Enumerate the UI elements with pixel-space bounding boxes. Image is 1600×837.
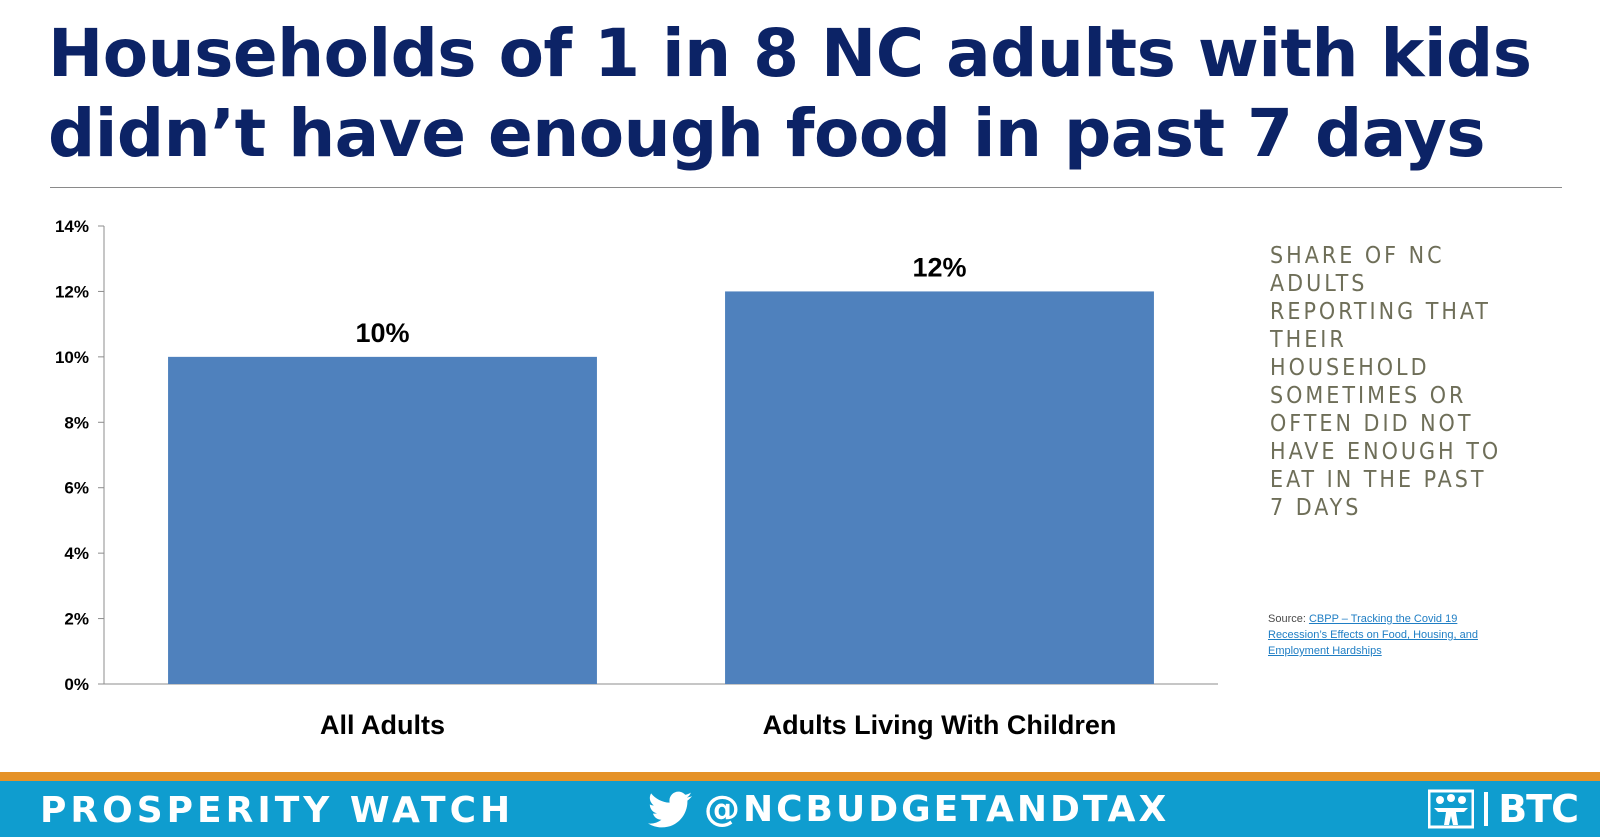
- bar: [168, 356, 597, 684]
- y-tick-label: 14%: [55, 217, 89, 236]
- btc-figures-logo-icon: [1428, 789, 1475, 829]
- footer-brand: PROSPERITY WATCH: [40, 790, 515, 831]
- twitter-handle: @NCBUDGETANDTAX: [704, 789, 1170, 830]
- page-title: Households of 1 in 8 NC adults with kids…: [48, 15, 1532, 172]
- y-tick-label: 12%: [55, 282, 89, 301]
- x-category-label: Adults Living With Children: [763, 710, 1117, 740]
- bar-chart: 0% 2% 4% 6% 8% 10% 12% 14% 10% All Adults 12% Adult…: [55, 217, 1218, 740]
- bar-data-label: 12%: [912, 252, 966, 282]
- y-tick-label: 10%: [55, 348, 89, 367]
- chart-description: Share of NC adults reporting that their …: [1270, 243, 1502, 521]
- twitter-link[interactable]: @NCBUDGETANDTAX: [648, 789, 1169, 830]
- logo-text: BTC: [1498, 787, 1579, 831]
- y-tick-label: 2%: [64, 610, 89, 629]
- y-tick-label: 4%: [64, 544, 89, 563]
- bar-data-label: 10%: [355, 318, 409, 348]
- btc-logo: BTC: [1428, 787, 1579, 831]
- footer-accent-stripe: [0, 772, 1600, 781]
- y-tick-label: 0%: [64, 675, 89, 694]
- source-link[interactable]: CBPP – Tracking the Covid 19 Recession’s…: [1268, 613, 1478, 657]
- title-divider: [50, 187, 1562, 188]
- y-tick-label: 8%: [64, 413, 89, 432]
- source-prefix: Source:: [1268, 613, 1309, 625]
- source-note: Source: CBPP – Tracking the Covid 19 Rec…: [1268, 611, 1488, 659]
- bar: [725, 291, 1154, 684]
- twitter-bird-icon: [648, 791, 692, 827]
- y-tick-label: 6%: [64, 479, 89, 498]
- x-category-label: All Adults: [320, 710, 445, 740]
- logo-divider: [1484, 792, 1489, 826]
- footer-bar: PROSPERITY WATCH @NCBUDGETANDTAX BTC: [0, 781, 1600, 837]
